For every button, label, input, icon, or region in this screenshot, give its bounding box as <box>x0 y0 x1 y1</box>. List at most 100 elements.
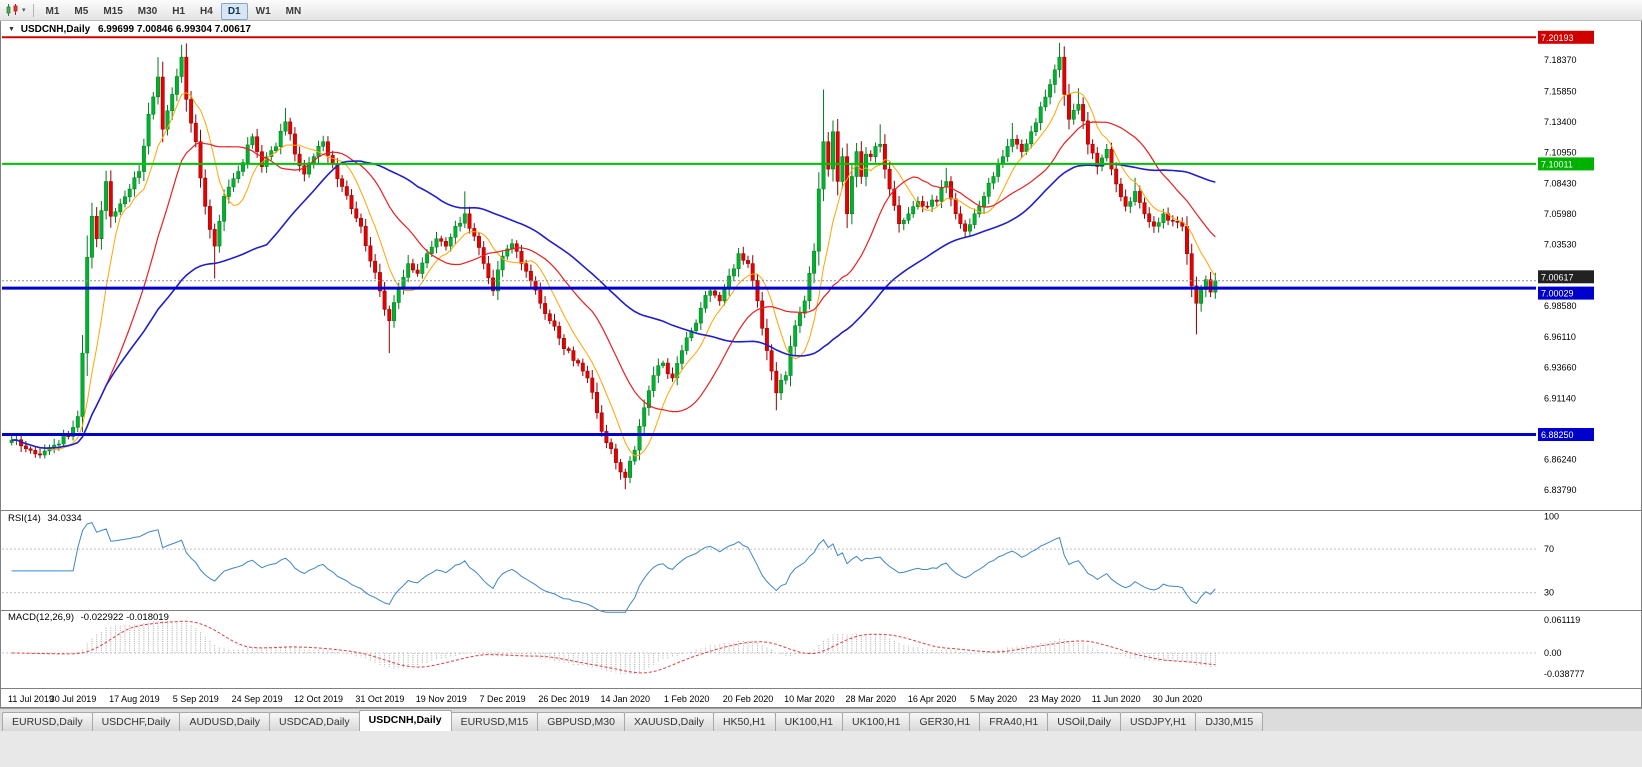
candle-body <box>528 270 533 282</box>
candle-body <box>595 392 599 414</box>
candle-body <box>864 153 868 177</box>
candle-body <box>557 326 562 339</box>
chart-tab-usdcad-daily[interactable]: USDCAD,Daily <box>269 712 360 731</box>
macd-signal-line <box>11 620 1216 674</box>
candle-body <box>458 222 463 227</box>
candle-body <box>963 223 968 232</box>
candle-body <box>939 186 944 202</box>
chart-tab-eurusd-daily[interactable]: EURUSD,Daily <box>2 712 93 731</box>
date-axis-label: 11 Jul 2019 <box>8 694 54 704</box>
candle-body <box>949 181 953 200</box>
candle-body <box>1081 104 1086 122</box>
price-tag <box>1538 270 1594 284</box>
candle-body <box>363 226 368 247</box>
candle-body <box>462 213 467 224</box>
timeframe-button-w1[interactable]: W1 <box>255 6 271 17</box>
rsi-panel-title: RSI(14) 34.0334 <box>8 513 82 524</box>
timeframe-button-group: M1 M5 M15 M30 H1 H4 D1 W1 MN <box>39 1 310 20</box>
candle-body <box>415 269 420 274</box>
candle-body <box>113 211 118 217</box>
chart-tab-usdjpy-h1[interactable]: USDJPY,H1 <box>1119 712 1197 731</box>
timeframe-button-m30[interactable]: M30 <box>137 6 158 17</box>
date-axis-label: 7 Dec 2019 <box>480 694 526 704</box>
candle-body <box>717 294 722 302</box>
chart-tab-xauusd-daily[interactable]: XAUUSD,Daily <box>623 712 714 731</box>
timeframe-button-d1[interactable]: D1 <box>220 3 248 20</box>
date-axis-label: 10 Mar 2020 <box>784 694 835 704</box>
candle-body <box>368 245 373 262</box>
candle-body <box>1100 157 1104 167</box>
timeframe-button-mn[interactable]: MN <box>285 6 302 17</box>
candle-body <box>38 453 42 456</box>
chart-tab-usdcnh-daily[interactable]: USDCNH,Daily <box>358 710 452 731</box>
candle-body <box>1029 131 1034 145</box>
rsi-axis-label: 30 <box>1544 588 1554 598</box>
candle-body <box>288 121 293 135</box>
chart-plot-area[interactable] <box>1 21 1641 707</box>
candle-body <box>746 260 750 264</box>
candle-body <box>618 462 623 473</box>
candle-body <box>986 182 991 197</box>
timeframe-button-h1[interactable]: H1 <box>172 6 186 17</box>
chart-tab-uk100-h1[interactable]: UK100,H1 <box>842 712 911 731</box>
moving-average-55 <box>11 160 1216 449</box>
chart-tab-usdchf-daily[interactable]: USDCHF,Daily <box>91 712 181 731</box>
candle-body <box>203 177 208 207</box>
candle-body <box>410 263 415 271</box>
timeframe-button-m15[interactable]: M15 <box>103 6 123 17</box>
candle-body <box>420 262 425 274</box>
chart-tab-usoil-daily[interactable]: USOil,Daily <box>1047 712 1121 731</box>
candle-body <box>467 213 472 229</box>
chart-tab-hk50-h1[interactable]: HK50,H1 <box>712 712 776 731</box>
candle-body <box>80 352 85 417</box>
chart-tab-ger30-h1[interactable]: GER30,H1 <box>909 712 981 731</box>
timeframe-button-m5[interactable]: M5 <box>74 6 89 17</box>
candle-body <box>439 238 444 242</box>
chart-tab-gbpusd-m30[interactable]: GBPUSD,M30 <box>537 712 625 731</box>
price-tag <box>1538 30 1594 44</box>
candle-body <box>731 268 736 277</box>
date-axis-label: 26 Dec 2019 <box>538 694 589 704</box>
toolbar-separator <box>32 3 34 17</box>
candle-body <box>255 136 260 152</box>
candle-body <box>165 110 170 130</box>
chart-tab-eurusd-m15[interactable]: EURUSD,M15 <box>450 712 539 731</box>
timeframe-button-h4[interactable]: H4 <box>200 6 213 17</box>
chart-tab-audusd-daily[interactable]: AUDUSD,Daily <box>179 712 271 731</box>
date-axis-label: 30 Jul 2019 <box>50 694 97 704</box>
candle-body <box>259 151 264 167</box>
chart-menu-dropdown-icon[interactable]: ▾ <box>22 7 26 14</box>
candle-body <box>1137 191 1142 203</box>
macd-panel-title: MACD(12,26,9) -0.022922 -0.018019 <box>8 612 169 623</box>
price-chart-canvas[interactable]: 100 70 30 0.061119 0.00 -0.038777 7.18370 7.158… <box>0 20 1642 708</box>
candle-body <box>1095 152 1100 167</box>
chart-tab-uk100-h1[interactable]: UK100,H1 <box>774 712 844 731</box>
price-axis-label: 7.15850 <box>1544 86 1577 96</box>
candle-body <box>613 448 618 463</box>
chart-type-icon[interactable] <box>5 3 20 17</box>
price-tag-value: 7.10011 <box>1541 159 1573 169</box>
candle-body <box>623 471 628 478</box>
candle-body <box>920 201 925 207</box>
candle-body <box>250 136 255 146</box>
price-axis-label: 7.08430 <box>1544 179 1577 189</box>
candle-body <box>878 143 883 147</box>
candle-body <box>241 162 245 172</box>
date-axis-label: 24 Sep 2019 <box>232 694 283 704</box>
chart-tab-dj30-m15[interactable]: DJ30,M15 <box>1195 712 1264 731</box>
chart-tab-fra40-h1[interactable]: FRA40,H1 <box>979 712 1049 731</box>
rsi-line <box>11 522 1216 613</box>
rsi-indicator-value: 34.0334 <box>47 513 82 524</box>
candle-body <box>576 360 581 364</box>
timeframe-button-m1[interactable]: M1 <box>45 6 60 17</box>
candle-body <box>1019 144 1024 152</box>
candle-body <box>1170 220 1175 222</box>
candle-body <box>297 153 302 166</box>
candle-body <box>519 251 524 264</box>
candle-body <box>741 253 746 261</box>
one-click-trading-toggle-icon[interactable]: ▼ <box>8 26 15 33</box>
macd-axis-label: 0.061119 <box>1544 615 1580 625</box>
price-axis-label: 7.13400 <box>1544 117 1577 127</box>
candle-body <box>911 206 916 215</box>
toolbar: ▾ M1 M5 M15 M30 H1 H4 D1 W1 MN <box>0 0 1642 21</box>
